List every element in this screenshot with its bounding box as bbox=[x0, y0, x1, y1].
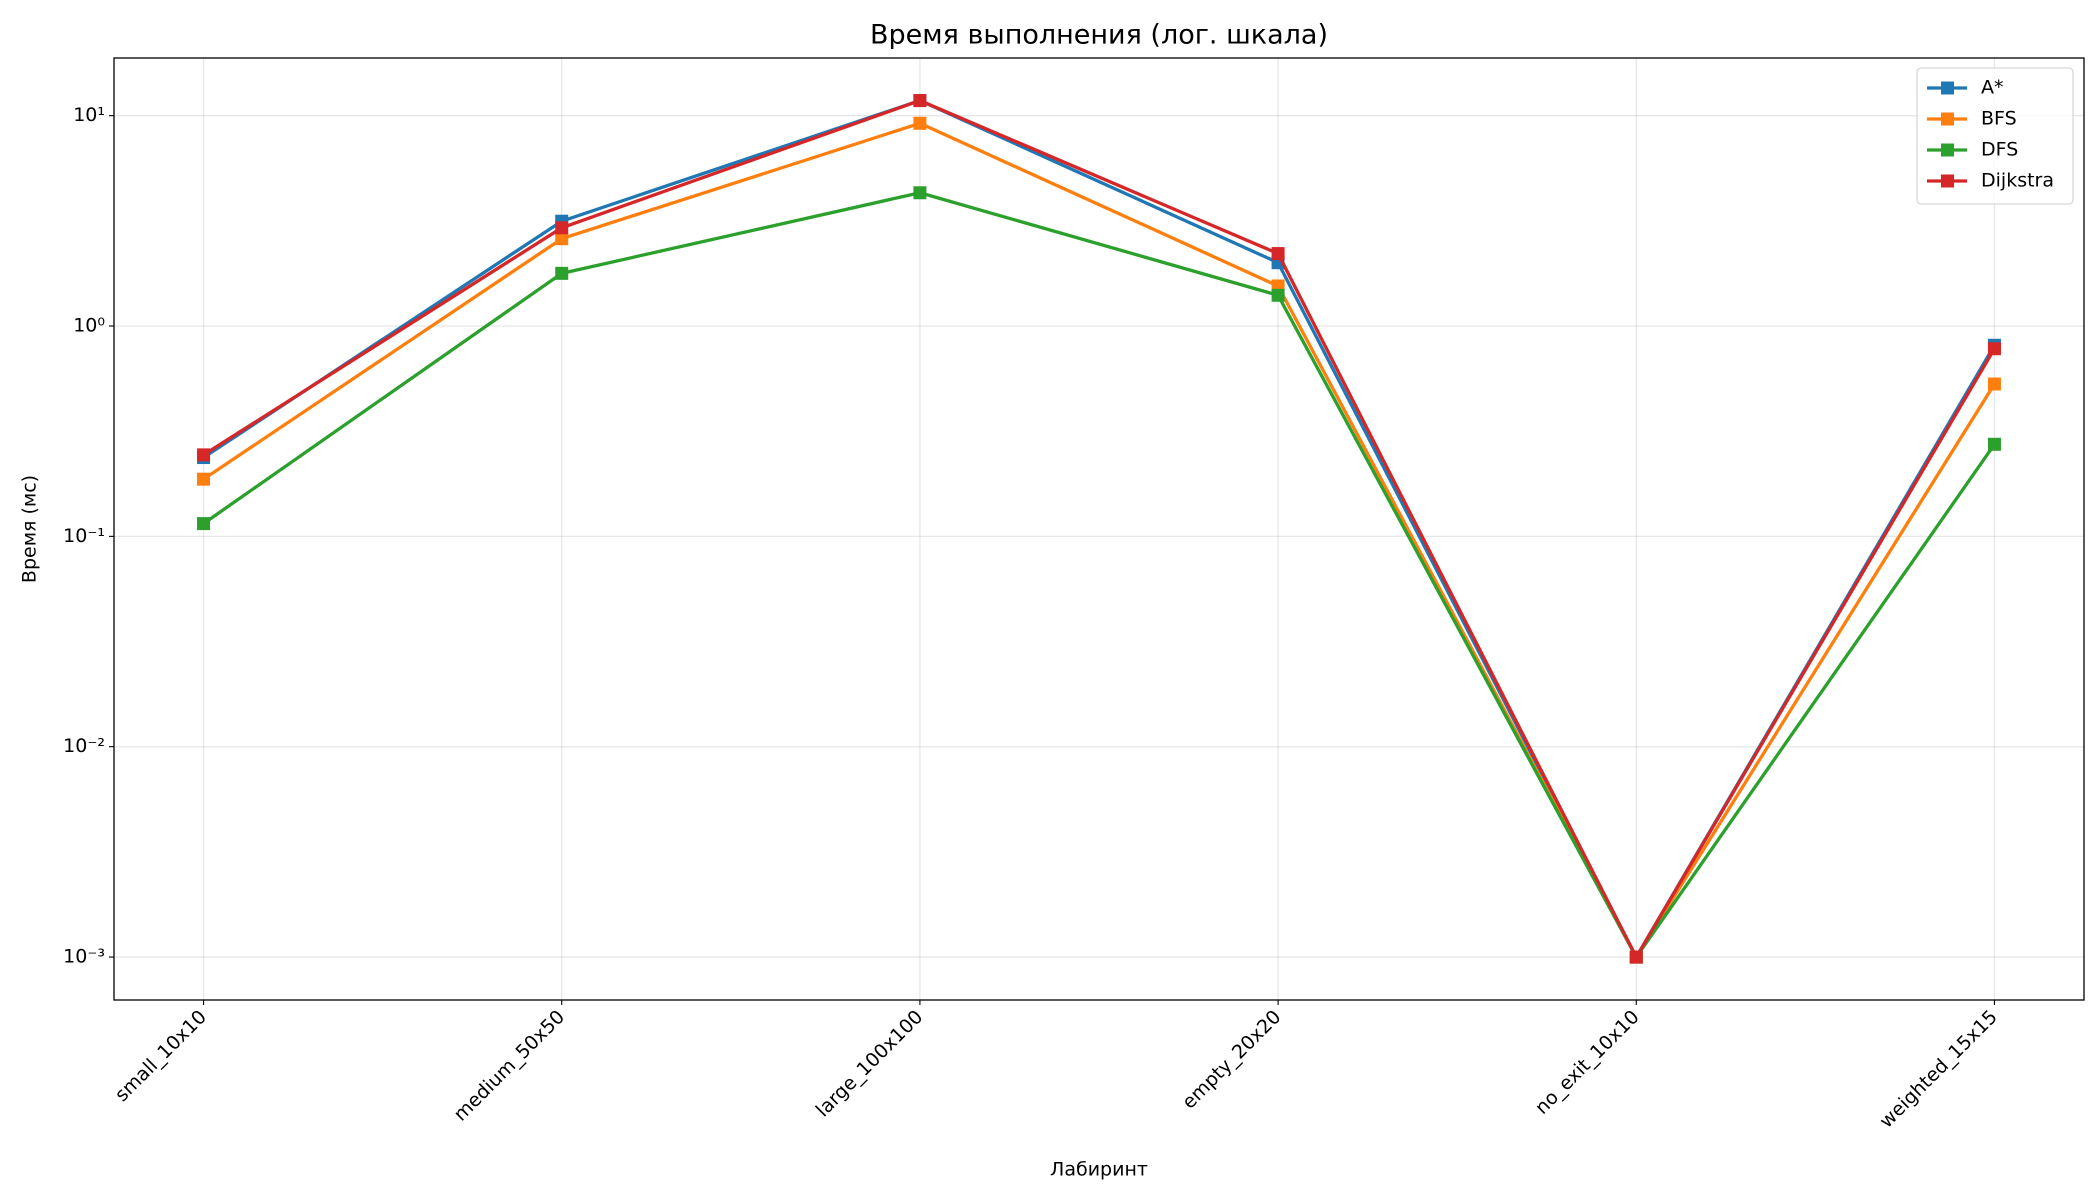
y-tick-label: 10⁻² bbox=[63, 735, 105, 757]
data-point bbox=[1987, 377, 2001, 391]
legend-box bbox=[1916, 67, 2074, 205]
legend-marker bbox=[1941, 174, 1954, 188]
y-tick-label: 10¹ bbox=[73, 104, 105, 126]
legend-marker bbox=[1941, 143, 1954, 157]
y-axis-label: Время (мс) bbox=[19, 475, 41, 583]
legend-label: DFS bbox=[1981, 139, 2018, 161]
legend-marker bbox=[1941, 81, 1954, 95]
legend-label: Dijkstra bbox=[1981, 170, 2054, 192]
data-point bbox=[1629, 950, 1643, 964]
data-point bbox=[1271, 247, 1285, 261]
chart-title: Время выполнения (лог. шкала) bbox=[870, 20, 1328, 51]
data-point bbox=[197, 472, 211, 486]
plot-frame bbox=[113, 57, 2085, 1001]
series-line bbox=[202, 121, 1996, 959]
data-point bbox=[913, 116, 927, 130]
data-point bbox=[197, 448, 211, 462]
series-line bbox=[202, 98, 1996, 959]
series-line bbox=[202, 191, 1996, 959]
data-point bbox=[555, 221, 569, 235]
data-point bbox=[913, 186, 927, 200]
data-point bbox=[555, 232, 569, 246]
y-tick-label: 10⁰ bbox=[73, 315, 105, 337]
data-point bbox=[1987, 437, 2001, 451]
y-tick-label: 10⁻¹ bbox=[63, 525, 105, 547]
legend-label: A* bbox=[1981, 77, 2004, 99]
data-point bbox=[1987, 342, 2001, 356]
data-point bbox=[1271, 288, 1285, 302]
data-point bbox=[913, 94, 927, 108]
data-point bbox=[197, 517, 211, 531]
y-tick-label: 10⁻³ bbox=[63, 946, 105, 968]
x-axis-label: Лабиринт bbox=[1050, 1159, 1148, 1181]
legend-label: BFS bbox=[1981, 108, 2017, 130]
legend-marker bbox=[1941, 112, 1954, 126]
data-point bbox=[555, 266, 569, 280]
